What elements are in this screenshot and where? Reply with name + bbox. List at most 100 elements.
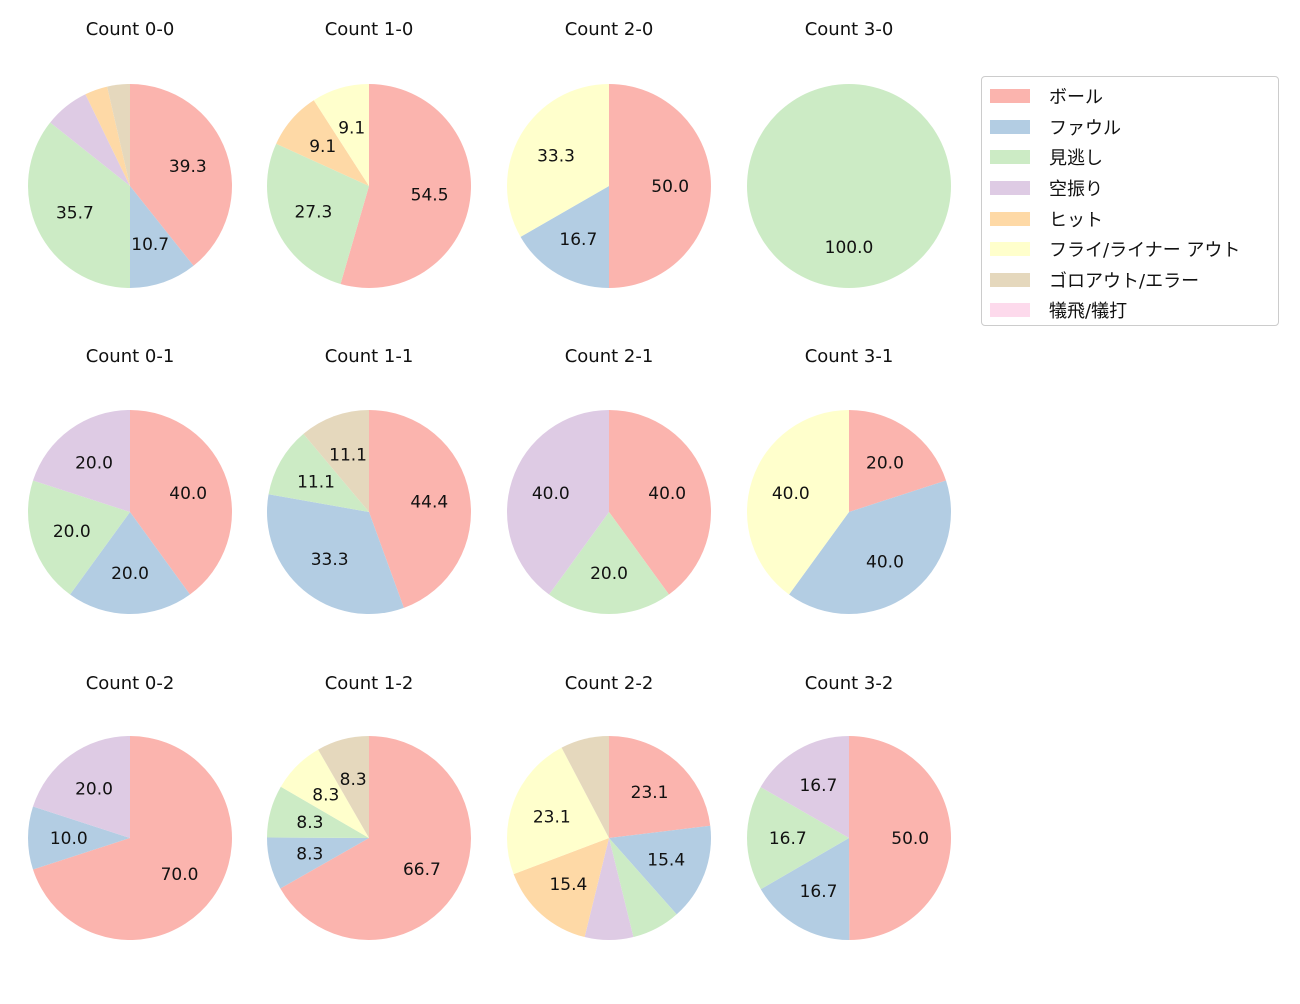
slice-label: 20.0 [75, 779, 113, 799]
legend-swatch [990, 89, 1030, 104]
pie-slice [609, 838, 677, 938]
pie-chart: Count 2-1 40.0 20.0 40.0 [507, 346, 712, 615]
pie-slice [276, 100, 369, 186]
pie-chart: Count 1-0 54.5 27.3 9.19.1 [267, 19, 471, 288]
pie-slice [85, 86, 130, 186]
pie-slice [70, 512, 190, 614]
pie-slice [369, 410, 471, 608]
pie-chart: Count 0-1 40.0 20.0 20.0 20.0 [28, 346, 232, 614]
pie-title: Count 0-0 [86, 19, 175, 40]
legend-label: 見逃し [1049, 148, 1103, 170]
pie-slice [32, 736, 131, 838]
slice-label: 11.1 [297, 472, 335, 492]
legend-label: フライ/ライナー アウト [1049, 240, 1241, 262]
slice-label: 9.1 [338, 118, 365, 138]
pie-chart: Count 0-0 39.3 10.7 35.7 [27, 19, 232, 288]
pie-title: Count 3-1 [805, 346, 894, 367]
pie-slice [32, 410, 131, 512]
legend-item: ヒット [982, 203, 1278, 234]
pie-slice [760, 838, 850, 941]
pie-slice [561, 736, 609, 838]
slice-label: 16.7 [559, 230, 597, 250]
slice-label: 100.0 [825, 238, 874, 258]
pie-slice [267, 837, 369, 889]
pie-slice [609, 825, 711, 915]
pie-slice [280, 736, 471, 941]
slice-label: 66.7 [403, 860, 441, 880]
slice-label: 54.5 [411, 186, 449, 206]
pie-title: Count 0-2 [86, 673, 175, 694]
slice-label: 20.0 [866, 453, 904, 473]
slice-label: 10.7 [131, 235, 169, 255]
legend-swatch [990, 272, 1030, 287]
pie-slice [27, 122, 130, 288]
legend-item: 犠飛/犠打 [982, 295, 1278, 326]
slice-label: 23.1 [533, 807, 571, 827]
legend-swatch [990, 211, 1030, 226]
slice-label: 39.3 [169, 157, 207, 177]
slice-label: 20.0 [590, 564, 628, 584]
pie-slice [507, 410, 609, 595]
legend-label: ゴロアウト/エラー [1049, 270, 1200, 292]
pie-slice [267, 786, 369, 838]
pie-chart: Count 1-266.78.38.38.38.3 [267, 673, 471, 941]
pie-slice [107, 84, 130, 186]
pie-title: Count 2-0 [565, 19, 654, 40]
pie-slice [584, 838, 634, 940]
legend-swatch [990, 181, 1030, 196]
pie-slice [130, 410, 232, 595]
legend-label: ヒット [1049, 209, 1103, 231]
pie-title: Count 3-0 [805, 19, 894, 40]
pie-slice [28, 480, 131, 595]
slice-label: 8.3 [340, 770, 367, 790]
pie-slice [747, 410, 849, 595]
pie-slice [303, 410, 369, 512]
slice-label: 70.0 [161, 865, 199, 885]
pie-chart: Count 2-2 23.1 15.4 15.4 23.1 [507, 673, 711, 940]
pie-title: Count 2-1 [565, 346, 654, 367]
pie-chart: Count 1-1 44.4 33.3 11.1 11.1 [266, 346, 471, 614]
pie-slice [313, 84, 369, 186]
pie-chart: Count 3-2 50.0 16.7 16.7 16.7 [747, 673, 952, 941]
pie-slice [609, 736, 711, 838]
pie-chart: Count 3-1 20.0 40.0 40.0 [747, 346, 951, 614]
legend-item: フライ/ライナー アウト [982, 234, 1278, 265]
pie-chart: Count 2-0 50.0 16.7 33.3 [506, 19, 711, 288]
slice-label: 8.3 [312, 786, 339, 806]
pie-slice [849, 736, 952, 940]
slice-label: 9.1 [309, 137, 336, 157]
slice-label: 20.0 [111, 564, 149, 584]
pie-slice [318, 736, 369, 838]
slice-label: 40.0 [532, 484, 570, 504]
slice-label: 20.0 [75, 453, 113, 473]
slice-label: 27.3 [294, 203, 332, 223]
pie-slice [747, 84, 951, 288]
pie-slice [130, 84, 232, 266]
slice-label: 40.0 [772, 484, 810, 504]
pie-slice [32, 736, 233, 940]
slice-label: 40.0 [169, 484, 207, 504]
pie-slice [266, 494, 404, 614]
pie-slice [50, 94, 130, 186]
pie-slice [520, 186, 609, 288]
legend-label: 空振り [1049, 179, 1103, 201]
slice-label: 33.3 [311, 550, 349, 570]
pie-slice [267, 143, 369, 284]
pie-slice [760, 736, 849, 838]
slice-label: 16.7 [799, 776, 837, 796]
legend-item: ゴロアウト/エラー [982, 265, 1278, 296]
pie-slice [28, 806, 131, 870]
pie-title: Count 2-2 [565, 673, 654, 694]
pie-slice [340, 84, 471, 288]
pie-slice [130, 186, 194, 288]
legend-item: ファウル [982, 112, 1278, 143]
slice-label: 15.4 [647, 851, 685, 871]
slice-label: 16.7 [769, 829, 807, 849]
legend-swatch [990, 119, 1030, 134]
legend-label: ボール [1049, 87, 1103, 109]
pie-title: Count 1-1 [325, 346, 414, 367]
pie-slice [280, 749, 369, 838]
legend-swatch [990, 242, 1030, 257]
pie-slice [549, 512, 669, 615]
